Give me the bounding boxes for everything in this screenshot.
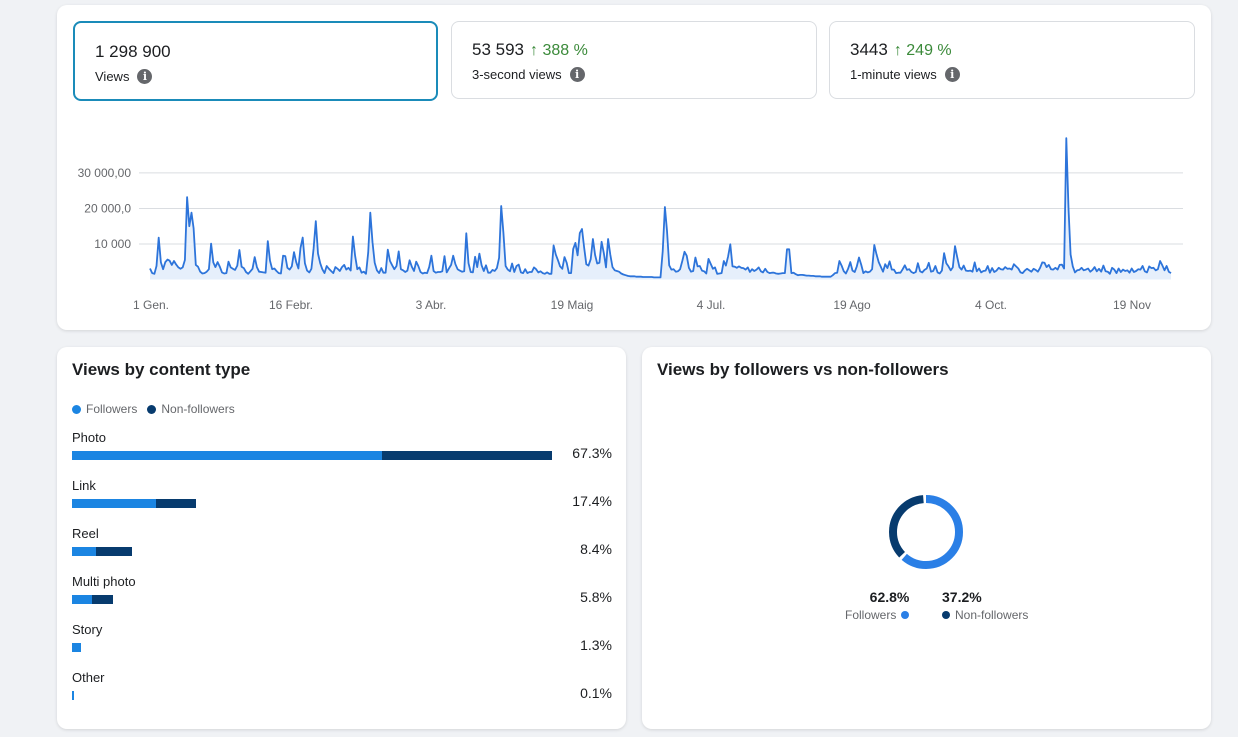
content-type-row[interactable]: Link 17.4%: [72, 478, 612, 526]
content-type-label: Reel: [72, 526, 99, 541]
content-type-percent: 0.1%: [580, 685, 612, 701]
content-type-bar: [72, 547, 132, 556]
x-tick-label: 4 Oct.: [975, 298, 1007, 312]
content-type-label: Story: [72, 622, 103, 637]
content-type-label: Other: [72, 670, 105, 685]
followers-bar-segment: [72, 643, 82, 652]
content-type-percent: 5.8%: [580, 589, 612, 605]
metric-value: 1 298 900: [95, 42, 171, 61]
non-followers-bar-segment: [95, 547, 132, 556]
content-type-bar: [72, 643, 82, 652]
views-area: [150, 138, 1171, 280]
content-type-bar: [72, 595, 114, 604]
followers-donut-chart[interactable]: [886, 492, 966, 572]
content-type-percent: 67.3%: [572, 445, 612, 461]
followers-bar-segment: [72, 499, 157, 508]
legend: Followers Non-followers: [72, 402, 245, 416]
content-type-percent: 17.4%: [572, 493, 612, 509]
non-followers-dot-icon: [942, 611, 950, 619]
legend-label: Followers: [86, 402, 138, 416]
non-followers-label: Non-followers: [955, 608, 1029, 622]
content-type-row[interactable]: Photo 67.3%: [72, 430, 612, 478]
three-second-views-metric-tab[interactable]: 53 593 ↑ 388 % 3-second views i: [451, 21, 817, 99]
x-tick-label: 19 Nov: [1113, 298, 1151, 312]
non-followers-bar-segment: [381, 451, 552, 460]
y-tick-label: 30 000,00: [78, 166, 132, 180]
content-type-percent: 8.4%: [580, 541, 612, 557]
metric-value: 3443: [850, 40, 888, 59]
views-metric-tab[interactable]: 1 298 900 Views i: [73, 21, 438, 101]
legend-item-followers: Followers: [72, 402, 137, 416]
views-by-followers-card: Views by followers vs non-followers 62.8…: [642, 347, 1211, 729]
metric-change: ↑ 388 %: [530, 42, 588, 59]
info-icon[interactable]: i: [944, 67, 960, 82]
y-tick-label: 10 000: [94, 237, 131, 251]
followers-percent: 62.8%: [869, 589, 910, 605]
metric-value: 53 593: [472, 40, 524, 59]
x-tick-label: 3 Abr.: [416, 298, 447, 312]
info-icon[interactable]: i: [569, 67, 585, 82]
card-title: Views by followers vs non-followers: [657, 360, 949, 379]
views-line: [149, 137, 1172, 279]
content-type-row[interactable]: Other 0.1%: [72, 670, 612, 718]
followers-label: Followers: [845, 608, 897, 622]
x-tick-label: 19 Maig: [551, 298, 594, 312]
non-followers-bar-segment: [156, 499, 197, 508]
legend-item-non-followers: Non-followers: [147, 402, 235, 416]
one-minute-views-metric-tab[interactable]: 3443 ↑ 249 % 1-minute views i: [829, 21, 1195, 99]
followers-slice: [889, 495, 963, 569]
followers-legend: Followers: [845, 608, 910, 622]
followers-stat: 62.8% Followers: [845, 589, 910, 622]
non-followers-stat: 37.2% Non-followers: [942, 589, 1028, 622]
y-tick-label: 20 000,0: [84, 201, 131, 215]
non-followers-legend: Non-followers: [942, 608, 1028, 622]
non-followers-bar-segment: [91, 595, 114, 604]
followers-bar-segment: [72, 451, 382, 460]
content-type-row[interactable]: Reel 8.4%: [72, 526, 612, 574]
content-type-bar: [72, 451, 552, 460]
x-tick-label: 19 Ago: [833, 298, 871, 312]
content-type-percent: 1.3%: [580, 637, 612, 653]
metric-label: 3-second views: [472, 67, 562, 82]
non-followers-dot-icon: [147, 404, 157, 414]
content-type-label: Multi photo: [72, 574, 136, 589]
content-type-row[interactable]: Story 1.3%: [72, 622, 612, 670]
non-followers-percent: 37.2%: [942, 589, 982, 605]
content-type-label: Photo: [72, 430, 106, 445]
legend-label: Non-followers: [161, 402, 235, 416]
content-type-row[interactable]: Multi photo 5.8%: [72, 574, 612, 622]
x-tick-label: 16 Febr.: [269, 298, 313, 312]
content-type-bar: [72, 691, 74, 700]
followers-dot-icon: [901, 611, 910, 619]
info-icon[interactable]: i: [137, 69, 153, 84]
x-tick-label: 4 Jul.: [697, 298, 726, 312]
views-by-content-type-card: Views by content type Followers Non-foll…: [57, 347, 626, 729]
followers-bar-segment: [72, 691, 74, 700]
followers-dot-icon: [72, 404, 81, 414]
views-overview-card: 1 298 900 Views i 53 593 ↑ 388 % 3-secon…: [57, 5, 1211, 330]
content-type-label: Link: [72, 478, 96, 493]
non-followers-slice: [889, 495, 963, 569]
followers-bar-segment: [72, 547, 96, 556]
metric-change: ↑ 249 %: [893, 42, 952, 59]
x-tick-label: 1 Gen.: [133, 298, 169, 312]
card-title: Views by content type: [72, 360, 251, 379]
followers-bar-segment: [72, 595, 92, 604]
views-line-chart[interactable]: 10 000 20 000,0 30 000,00 1 Gen. 16 Febr. 3 A…: [57, 125, 1211, 325]
metric-label: Views: [95, 69, 130, 84]
metric-label: 1-minute views: [850, 67, 937, 82]
content-type-bar: [72, 499, 197, 508]
